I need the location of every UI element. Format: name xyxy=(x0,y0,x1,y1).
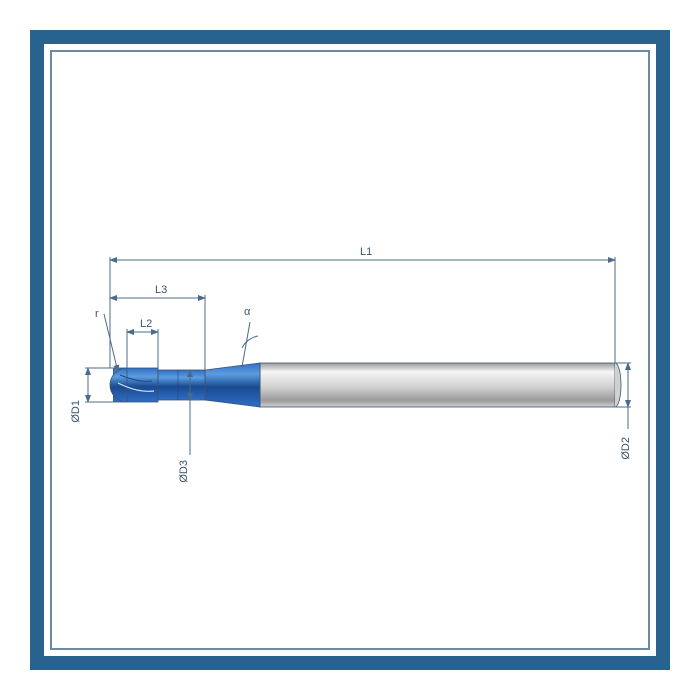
dim-label: r xyxy=(95,308,99,320)
dim-label: α xyxy=(244,306,250,318)
cad-canvas: L1 L3 L2 ØD1 ØD3 ØD2 α r xyxy=(60,60,640,640)
tool-drawing xyxy=(60,60,640,640)
dim-label: ØD3 xyxy=(178,460,190,483)
diagram-frame: L1 L3 L2 ØD1 ØD3 ØD2 α r xyxy=(30,30,670,670)
dim-label: L3 xyxy=(155,284,167,296)
dim-label: L1 xyxy=(360,246,372,258)
dim-label: ØD2 xyxy=(620,437,632,460)
dim-label: L2 xyxy=(140,318,152,330)
dim-label: ØD1 xyxy=(70,400,82,423)
